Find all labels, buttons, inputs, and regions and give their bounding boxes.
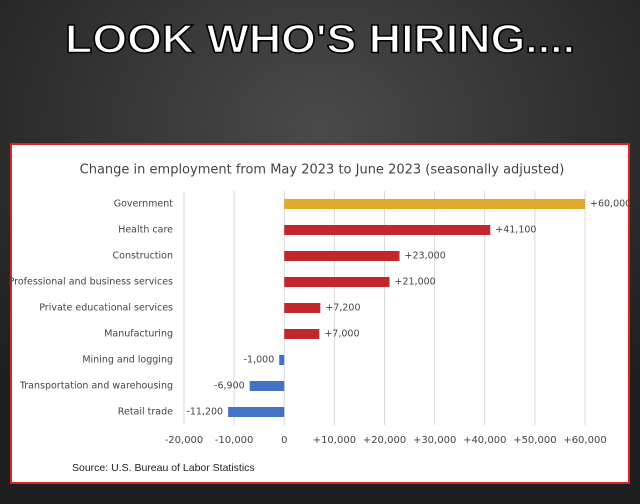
bar: [279, 355, 285, 365]
x-tick-label: +10,000: [313, 435, 356, 446]
chart-panel: [10, 143, 630, 484]
bar: [284, 251, 400, 261]
value-label: +7,200: [325, 303, 360, 314]
y-tick-label: Private educational services: [39, 303, 173, 314]
source: Source: U.S. Bureau of Labor Statistics: [72, 462, 255, 474]
x-tick-label: +40,000: [463, 435, 506, 446]
bar: [284, 199, 585, 209]
bar: [249, 381, 285, 391]
x-tick-label: +60,000: [563, 435, 606, 446]
value-label: -11,200: [186, 407, 223, 418]
x-tick-label: +50,000: [513, 435, 556, 446]
value-label: -6,900: [214, 381, 245, 392]
x-tick-label: 0: [281, 435, 287, 446]
y-tick-label: Construction: [113, 251, 174, 262]
bar: [284, 277, 390, 287]
x-tick-label: +20,000: [363, 435, 406, 446]
y-tick-label: Professional and business services: [9, 277, 173, 288]
bar: [284, 303, 321, 313]
banner: LOOK WHO'S HIRING....: [65, 18, 575, 62]
x-tick-label: -10,000: [215, 435, 254, 446]
value-label: +23,000: [405, 251, 446, 262]
value-label: +7,000: [324, 329, 359, 340]
x-tick-label: +30,000: [413, 435, 456, 446]
x-tick-label: -20,000: [165, 435, 204, 446]
value-label: +60,000: [590, 199, 631, 210]
chart-title: Change in employment from May 2023 to Ju…: [80, 163, 565, 178]
value-label: -1,000: [244, 355, 275, 366]
y-tick-label: Health care: [118, 225, 173, 236]
y-tick-label: Government: [114, 199, 174, 210]
y-tick-label: Transportation and warehousing: [19, 381, 173, 392]
bar: [284, 225, 491, 235]
value-label: +21,000: [395, 277, 436, 288]
bar: [284, 329, 320, 339]
y-tick-label: Retail trade: [118, 407, 173, 418]
y-tick-label: Mining and logging: [82, 355, 173, 366]
value-label: +41,100: [495, 225, 536, 236]
plot: -20,000 -10,000 0 +10,000 +20,000 +30,000 +40,…: [9, 191, 631, 446]
y-tick-label: Manufacturing: [104, 329, 173, 340]
bar: [228, 407, 285, 417]
